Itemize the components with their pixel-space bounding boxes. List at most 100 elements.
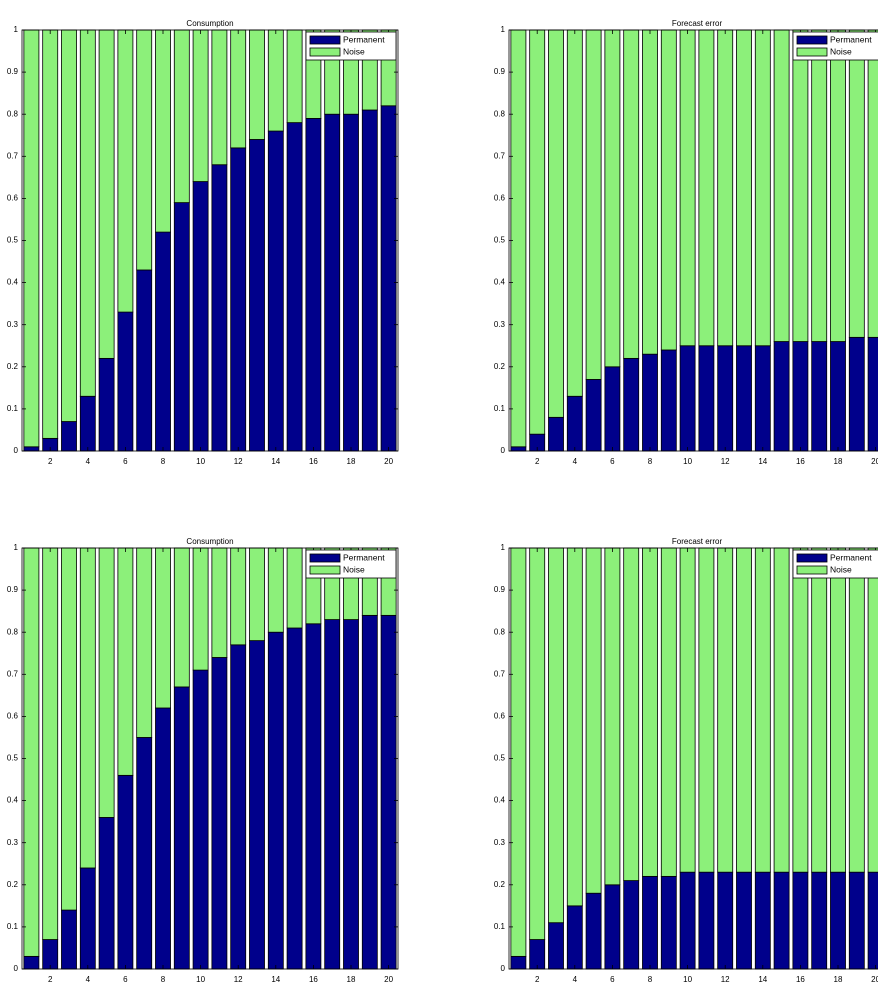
bar — [848, 871, 865, 970]
y-tick-label: 0 — [14, 446, 19, 455]
bar — [380, 105, 397, 452]
y-tick-label: 0.5 — [7, 754, 19, 763]
bar — [510, 955, 527, 970]
bar — [736, 345, 752, 452]
bar — [830, 547, 846, 873]
bar — [23, 446, 40, 452]
bar — [230, 547, 247, 646]
bar — [324, 619, 341, 970]
bar — [529, 939, 546, 970]
bar — [155, 547, 171, 709]
y-tick-label: 0.5 — [7, 236, 19, 245]
x-tick-label: 2 — [48, 457, 53, 466]
y-tick-label: 0.5 — [494, 754, 506, 763]
y-tick-label: 0.3 — [494, 320, 506, 329]
bar — [117, 547, 134, 776]
bar — [792, 547, 809, 873]
bar — [736, 547, 752, 873]
bar — [136, 547, 153, 738]
x-tick-label: 4 — [86, 457, 91, 466]
y-tick-label: 0.3 — [7, 838, 19, 847]
y-tick-label: 0.7 — [7, 669, 19, 678]
bar — [249, 139, 265, 452]
y-tick-label: 1 — [501, 25, 506, 34]
bar — [792, 871, 809, 970]
bar — [830, 341, 846, 452]
bar — [660, 29, 677, 351]
legend-label: Noise — [830, 564, 852, 574]
bar — [811, 341, 828, 452]
bar — [848, 336, 865, 452]
x-tick-label: 14 — [758, 975, 767, 983]
x-tick-label: 2 — [535, 457, 540, 466]
legend-swatch — [309, 47, 341, 57]
legend: Permanent Noise — [305, 549, 397, 579]
bar — [867, 336, 878, 452]
bar — [679, 29, 696, 347]
bar — [267, 29, 284, 132]
x-tick-label: 4 — [573, 457, 578, 466]
y-tick-label: 1 — [14, 25, 19, 34]
bar — [867, 871, 878, 970]
y-tick-label: 0.5 — [494, 236, 506, 245]
bar — [61, 547, 77, 911]
bar — [566, 29, 583, 397]
x-tick-label: 18 — [347, 975, 356, 983]
bar — [585, 892, 602, 970]
x-tick-label: 16 — [309, 975, 318, 983]
bar — [136, 269, 153, 452]
bar — [136, 737, 153, 970]
y-tick-label: 0.1 — [7, 922, 19, 931]
bar — [249, 640, 265, 970]
bar — [604, 29, 621, 368]
bar — [98, 547, 115, 818]
bar — [79, 547, 96, 869]
bar — [642, 353, 658, 452]
y-tick-label: 0.2 — [7, 880, 19, 889]
bar — [773, 341, 790, 452]
bar — [811, 871, 828, 970]
bar — [173, 686, 190, 970]
bar — [61, 29, 77, 422]
bar — [249, 547, 265, 642]
y-tick-label: 0.2 — [494, 880, 506, 889]
bar — [117, 29, 134, 313]
bar — [792, 29, 809, 342]
x-tick-label: 20 — [871, 457, 878, 466]
legend-label: Noise — [830, 46, 852, 56]
bar — [566, 905, 583, 970]
bar — [42, 29, 59, 439]
bar — [79, 395, 96, 452]
bar — [604, 547, 621, 886]
bar — [679, 547, 696, 873]
y-tick-label: 0.1 — [7, 404, 19, 413]
x-tick-label: 2 — [48, 975, 53, 983]
y-tick-label: 0.6 — [494, 194, 506, 203]
y-tick-label: 0.4 — [7, 278, 19, 287]
x-tick-label: 16 — [796, 457, 805, 466]
legend: Permanent Noise — [792, 31, 878, 61]
bar — [286, 122, 303, 452]
bar — [548, 416, 564, 452]
bar — [155, 231, 171, 452]
bar — [773, 871, 790, 970]
axes-box — [21, 29, 399, 452]
bar — [660, 547, 677, 877]
legend-swatch — [309, 35, 341, 45]
x-tick-label: 14 — [271, 457, 280, 466]
x-tick-label: 18 — [834, 975, 843, 983]
bar — [717, 871, 734, 970]
bar — [249, 29, 265, 140]
bar — [867, 547, 878, 873]
bar — [585, 547, 602, 894]
x-tick-label: 6 — [610, 457, 615, 466]
bar — [173, 202, 190, 452]
y-tick-label: 0.4 — [494, 278, 506, 287]
x-tick-label: 4 — [573, 975, 578, 983]
bar — [830, 871, 846, 970]
y-tick-label: 0.9 — [494, 67, 506, 76]
bar — [679, 871, 696, 970]
x-tick-label: 6 — [123, 975, 128, 983]
x-tick-label: 12 — [721, 457, 730, 466]
